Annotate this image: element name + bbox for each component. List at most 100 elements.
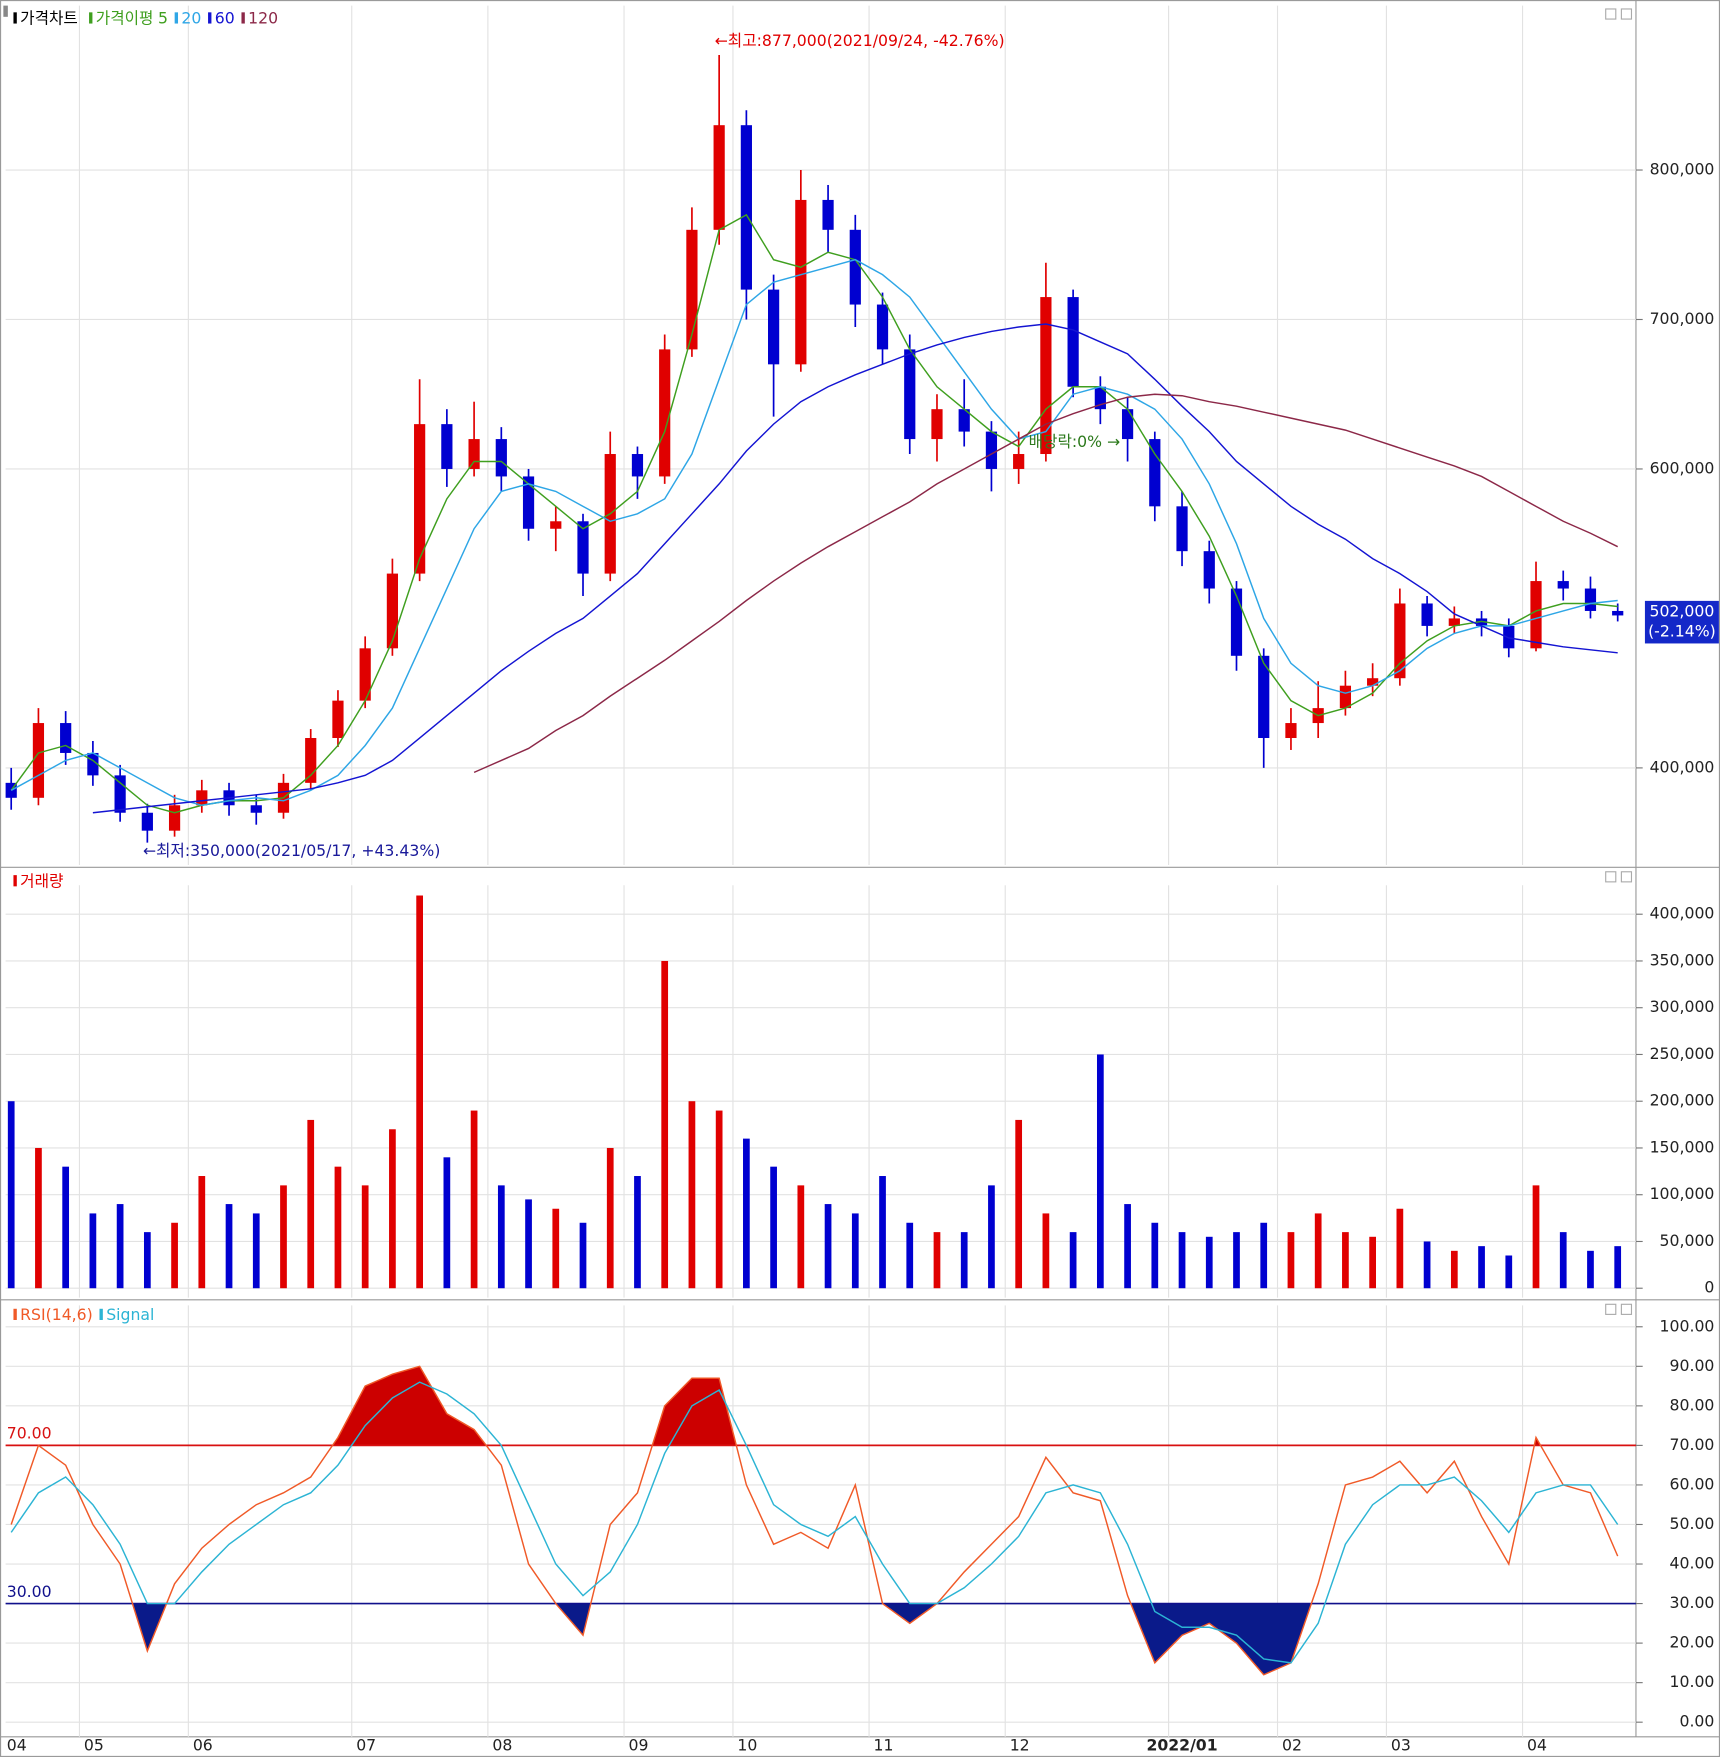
y-tick-label: 20.00 [1670,1633,1715,1652]
volume-bar [988,1185,995,1289]
volume-bar [1450,1250,1458,1289]
candle-body [795,199,807,365]
candle-body [1394,603,1406,679]
volume-bar [1151,1222,1159,1289]
volume-bar [171,1222,178,1289]
y-tick-label: 600,000 [1650,458,1715,477]
volume-bar [606,1147,614,1289]
line-series [473,393,1619,774]
volume-bar [443,1157,451,1289]
candle-body [250,805,262,813]
y-tick-label: 0 [1704,1278,1714,1297]
candle-body [550,521,562,529]
line-series [10,213,1618,814]
y-tick-label: 300,000 [1650,997,1715,1016]
overbought-area [332,1366,1541,1446]
volume-bar [661,960,669,1289]
candle-body [114,775,126,813]
legend-label: 20 [181,9,201,28]
volume-bar [1287,1232,1295,1289]
y-tick-label: 800,000 [1650,160,1715,179]
y-tick-label: 0.00 [1679,1712,1714,1731]
x-tick-label: 09 [629,1735,649,1754]
y-tick-label: 10.00 [1670,1672,1715,1691]
candle-body [522,476,535,529]
y-tick-label: 50.00 [1670,1514,1715,1533]
volume-bar [1369,1236,1376,1289]
volume-bar [743,1138,750,1289]
candle-body [768,289,780,365]
volume-bar [334,1166,342,1289]
candle-body [1448,618,1460,626]
volume-bar [7,1101,15,1289]
volume-bar [1178,1232,1186,1289]
volume-bar [1587,1250,1594,1289]
legend-label: RSI(14,6) [20,1305,93,1324]
volume-bar [1015,1119,1023,1289]
volume-bar [960,1232,968,1289]
volume-bar [1342,1232,1349,1289]
volume-bar [116,1204,124,1289]
ex-dividend-annotation: 배당락:0% → [1029,432,1121,451]
volume-bar [143,1232,151,1289]
volume-bar [225,1204,233,1289]
legend-label: 가격이평 [96,9,154,28]
candle-body [441,424,453,469]
y-tick-label: 60.00 [1670,1474,1715,1493]
y-tick-label: 100,000 [1650,1184,1715,1203]
candle-body [931,409,943,440]
y-tick-label: 80.00 [1670,1395,1715,1414]
candle-body [1475,618,1488,626]
candle-body [305,738,317,783]
legend-swatch [89,12,93,24]
volume-bar [579,1222,587,1289]
current-price-change: (-2.14%) [1648,622,1716,641]
volume-bar [552,1208,560,1289]
volume-bar [851,1213,859,1289]
legend-label: 5 [158,9,168,28]
candle-body [1421,603,1433,626]
x-tick-label: 06 [193,1735,213,1754]
y-tick-label: 350,000 [1650,950,1715,969]
candle-body [1285,723,1297,739]
legend-swatch [99,1308,103,1320]
low-annotation: ←최저:350,000(2021/05/17, +43.43%) [143,841,440,860]
candle-body [713,125,725,230]
candle-body [1258,655,1270,739]
volume-bar [307,1119,315,1289]
line-series [10,1365,1619,1676]
candle-body [1040,297,1052,455]
x-tick-label: 08 [492,1735,512,1754]
y-tick-label: 700,000 [1650,309,1715,328]
legend-swatch [13,875,17,887]
y-tick-label: 30.00 [1670,1593,1715,1612]
reference-label: 30.00 [7,1582,52,1601]
candle-body [577,521,589,574]
x-tick-label: 05 [84,1735,104,1754]
volume-bar [198,1176,206,1289]
y-tick-label: 150,000 [1650,1137,1715,1156]
volume-bar [1559,1232,1567,1289]
reference-label: 70.00 [7,1424,52,1443]
volume-bar [1423,1241,1431,1289]
legend-swatch [13,1308,17,1320]
volume-bar [634,1176,641,1289]
candle-body [985,431,998,469]
y-tick-label: 70.00 [1670,1435,1715,1454]
volume-bar [933,1232,941,1289]
x-tick-label: 04 [7,1735,27,1754]
candle-body [141,812,153,831]
current-price-label: 502,000 [1649,602,1714,621]
volume-bar [906,1222,914,1289]
current-price-box [1644,600,1719,644]
y-tick-label: 400,000 [1650,904,1715,923]
candle-body [1339,685,1352,709]
candle-body [1067,297,1079,387]
candle-body [32,723,45,798]
candle-body [468,439,480,469]
candle-body [659,349,671,477]
legend-swatch [174,12,179,24]
volume-bar [1124,1204,1131,1289]
